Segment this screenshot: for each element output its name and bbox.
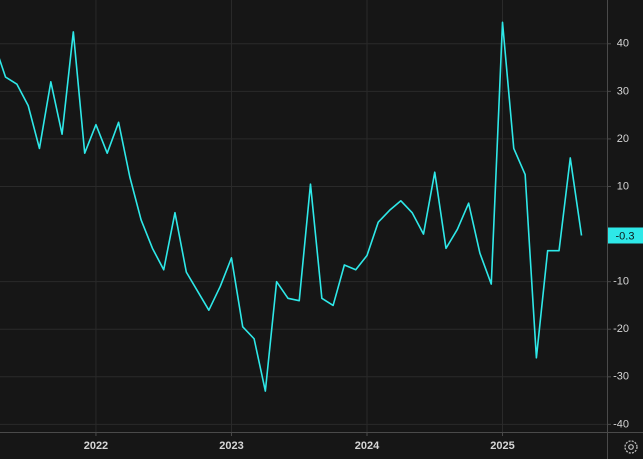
settings-icon[interactable] [624,440,638,454]
y-tick-label: -10 [613,276,629,288]
last-value-marker [608,227,643,244]
data-line [0,21,583,392]
y-tick-label: 30 [617,85,629,97]
x-tick-label: 2024 [355,440,380,452]
y-tick-label: -30 [613,371,629,383]
y-tick-label: 40 [617,38,629,50]
y-tick-label: 10 [617,180,629,192]
last-value-label: -0.3 [616,230,635,242]
x-tick-label: 2022 [84,440,108,452]
y-tick-label: -40 [613,418,629,430]
x-tick-label: 2023 [219,440,243,452]
y-tick-label: 20 [617,133,629,145]
x-tick-label: 2025 [490,440,514,452]
y-tick-label: -20 [613,323,629,335]
